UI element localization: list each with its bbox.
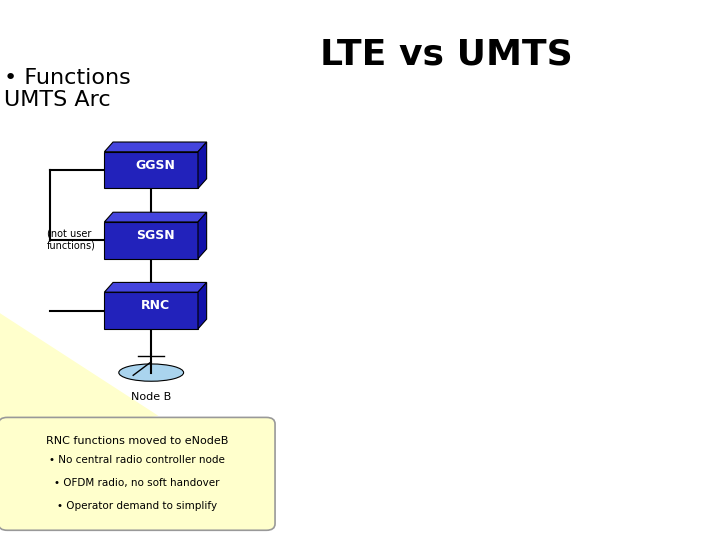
Polygon shape: [104, 212, 207, 222]
Text: • No central radio controller node: • No central radio controller node: [49, 455, 225, 465]
Text: functions): functions): [47, 241, 96, 251]
Text: RNC: RNC: [141, 299, 170, 312]
Polygon shape: [198, 212, 207, 259]
FancyBboxPatch shape: [104, 222, 198, 259]
Polygon shape: [104, 142, 207, 152]
Text: SGSN: SGSN: [136, 229, 175, 242]
Text: RNC functions moved to eNodeB: RNC functions moved to eNodeB: [45, 436, 228, 446]
Text: • Functions: • Functions: [4, 68, 130, 89]
Text: Node B: Node B: [131, 392, 171, 402]
Text: (not user: (not user: [47, 228, 91, 238]
Text: • OFDM radio, no soft handover: • OFDM radio, no soft handover: [54, 478, 220, 488]
Polygon shape: [198, 282, 207, 329]
FancyBboxPatch shape: [0, 417, 275, 530]
Ellipse shape: [119, 364, 184, 381]
Polygon shape: [0, 313, 158, 443]
Polygon shape: [104, 282, 207, 292]
FancyBboxPatch shape: [104, 292, 198, 329]
Polygon shape: [198, 142, 207, 188]
Text: GGSN: GGSN: [135, 159, 176, 172]
Text: LTE vs UMTS: LTE vs UMTS: [320, 38, 573, 72]
Text: UMTS Arc: UMTS Arc: [4, 90, 110, 110]
FancyBboxPatch shape: [104, 152, 198, 188]
Text: • Operator demand to simplify: • Operator demand to simplify: [57, 501, 217, 511]
